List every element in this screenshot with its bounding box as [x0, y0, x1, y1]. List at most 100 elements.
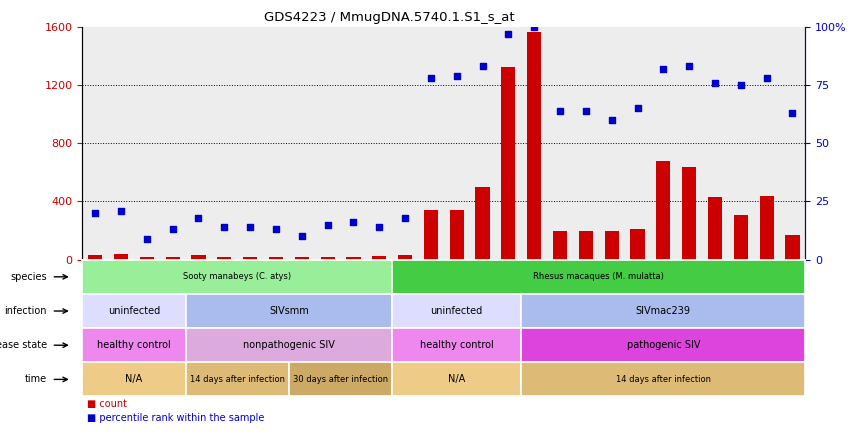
Text: N/A: N/A [448, 374, 465, 385]
Point [424, 75, 438, 82]
Bar [372, 256, 386, 260]
Bar [294, 257, 309, 260]
Bar [753, 27, 779, 260]
Bar [418, 27, 443, 260]
Bar [573, 27, 598, 260]
Bar [263, 27, 289, 260]
Text: pathogenic SIV: pathogenic SIV [627, 340, 700, 350]
Bar [114, 254, 128, 260]
Point [449, 72, 463, 79]
Text: SIVmac239: SIVmac239 [636, 306, 691, 316]
Bar [185, 27, 211, 260]
Bar [159, 27, 185, 260]
Point [269, 226, 283, 233]
Bar [495, 27, 521, 260]
Bar [139, 257, 154, 260]
Point [320, 221, 334, 228]
Bar [708, 197, 722, 260]
Text: 14 days after infection: 14 days after infection [616, 375, 711, 384]
Bar [268, 257, 283, 260]
Bar [108, 27, 134, 260]
Text: uninfected: uninfected [107, 306, 160, 316]
Bar [682, 166, 696, 260]
Bar [676, 27, 702, 260]
Point [217, 224, 231, 231]
Bar [366, 27, 392, 260]
Bar [88, 255, 102, 260]
Text: healthy control: healthy control [97, 340, 171, 350]
Point [140, 235, 154, 242]
Bar [702, 27, 728, 260]
Text: ■ percentile rank within the sample: ■ percentile rank within the sample [87, 413, 264, 424]
Bar [785, 235, 799, 260]
Bar [191, 255, 205, 260]
Bar [165, 257, 180, 260]
Bar [759, 196, 773, 260]
Bar [656, 161, 670, 260]
Bar [779, 27, 805, 260]
Bar [598, 27, 624, 260]
Text: species: species [10, 272, 47, 282]
Point [579, 107, 593, 114]
Bar [624, 27, 650, 260]
Point [475, 63, 489, 70]
Bar [521, 27, 547, 260]
Bar [501, 67, 515, 260]
Bar [237, 27, 263, 260]
Text: time: time [24, 374, 47, 385]
Text: SIVsmm: SIVsmm [269, 306, 309, 316]
Point [527, 23, 541, 30]
Bar [650, 27, 676, 260]
Bar [289, 27, 314, 260]
Bar [734, 214, 748, 260]
Bar [553, 230, 567, 260]
Point [682, 63, 696, 70]
Bar [630, 229, 644, 260]
Text: N/A: N/A [126, 374, 143, 385]
Point [604, 116, 618, 123]
Point [165, 226, 179, 233]
Point [759, 75, 773, 82]
Bar [423, 210, 438, 260]
Bar [392, 27, 418, 260]
Bar [547, 27, 573, 260]
Bar [728, 27, 753, 260]
Bar [346, 257, 360, 260]
Point [785, 109, 799, 116]
Point [708, 79, 722, 86]
Text: Rhesus macaques (M. mulatta): Rhesus macaques (M. mulatta) [533, 272, 664, 281]
Bar [398, 255, 412, 260]
Bar [449, 210, 464, 260]
Bar [211, 27, 237, 260]
Text: healthy control: healthy control [420, 340, 494, 350]
Bar [320, 257, 335, 260]
Point [294, 233, 308, 240]
Text: ■ count: ■ count [87, 399, 126, 409]
Text: uninfected: uninfected [430, 306, 483, 316]
Text: nonpathogenic SIV: nonpathogenic SIV [243, 340, 335, 350]
Bar [82, 27, 108, 260]
Point [88, 210, 102, 217]
Point [243, 224, 257, 231]
Bar [243, 257, 257, 260]
Bar [340, 27, 366, 260]
Bar [578, 230, 593, 260]
Text: infection: infection [4, 306, 47, 316]
Bar [444, 27, 469, 260]
Point [656, 65, 670, 72]
Bar [475, 187, 489, 260]
Text: 30 days after infection: 30 days after infection [293, 375, 388, 384]
Point [114, 207, 128, 214]
Bar [314, 27, 340, 260]
Point [734, 81, 747, 88]
Text: disease state: disease state [0, 340, 47, 350]
Text: Sooty manabeys (C. atys): Sooty manabeys (C. atys) [184, 272, 291, 281]
Point [346, 219, 360, 226]
Text: 14 days after infection: 14 days after infection [190, 375, 285, 384]
Point [191, 214, 205, 222]
Bar [604, 230, 619, 260]
Bar [134, 27, 159, 260]
Point [501, 30, 515, 37]
Bar [469, 27, 495, 260]
Bar [527, 32, 541, 260]
